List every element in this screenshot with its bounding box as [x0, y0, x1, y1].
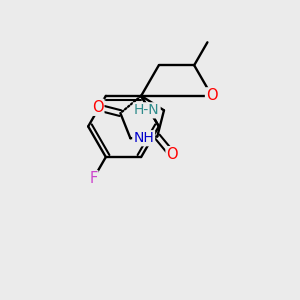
Text: O: O	[167, 147, 178, 162]
Text: O: O	[206, 88, 218, 103]
Text: F: F	[89, 171, 98, 186]
Text: O: O	[92, 100, 103, 115]
Text: H-N: H-N	[134, 103, 160, 117]
Text: NH: NH	[133, 131, 154, 145]
